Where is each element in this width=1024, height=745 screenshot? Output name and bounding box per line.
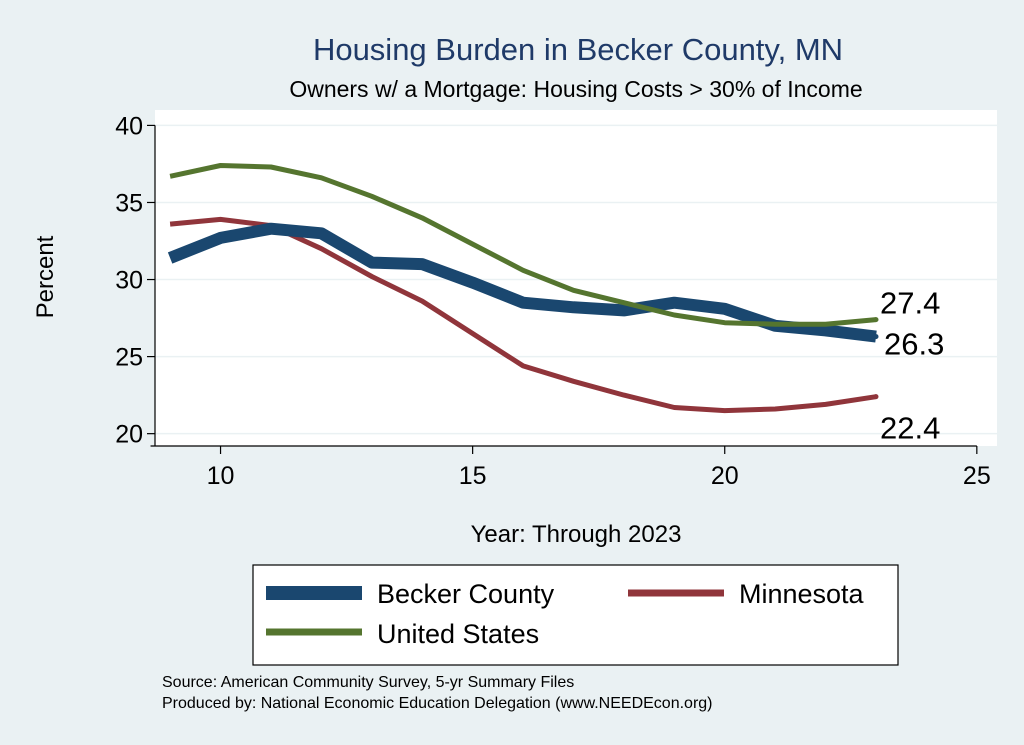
source-note: Source: American Community Survey, 5-yr … bbox=[162, 674, 574, 691]
end-point-united-states bbox=[873, 317, 879, 323]
end-point-becker-county bbox=[873, 334, 879, 340]
y-axis-title: Percent bbox=[32, 235, 59, 318]
x-tick-label-10: 10 bbox=[207, 462, 235, 490]
y-tick-label-20: 20 bbox=[115, 421, 143, 449]
x-axis-ticks: 10 15 20 25 bbox=[207, 446, 991, 490]
legend-label-minnesota: Minnesota bbox=[739, 579, 865, 609]
y-tick-label-35: 35 bbox=[115, 189, 143, 217]
end-label-becker-county: 26.3 bbox=[884, 327, 944, 362]
x-tick-label-15: 15 bbox=[459, 462, 487, 490]
x-tick-label-25: 25 bbox=[963, 462, 991, 490]
gridlines bbox=[155, 124, 997, 435]
produced-by-note: Produced by: National Economic Education… bbox=[162, 695, 713, 712]
y-tick-label-30: 30 bbox=[115, 267, 143, 295]
axes bbox=[150, 125, 977, 447]
legend-box bbox=[252, 564, 899, 666]
end-label-united-states: 27.4 bbox=[880, 286, 940, 321]
legend: Becker County Minnesota United States bbox=[252, 564, 899, 666]
x-axis-title: Year: Through 2023 bbox=[471, 521, 682, 548]
series-line-united-states bbox=[169, 163, 877, 327]
chart-subtitle: Owners w/ a Mortgage: Housing Costs > 30… bbox=[289, 76, 862, 102]
y-tick-label-25: 25 bbox=[115, 344, 143, 372]
series-lines bbox=[167, 163, 879, 414]
y-tick-label-40: 40 bbox=[115, 112, 143, 140]
series-line-becker-county bbox=[167, 222, 877, 343]
end-labels: 26.3 22.4 27.4 bbox=[880, 286, 944, 446]
plot-area bbox=[155, 110, 997, 446]
chart-title: Housing Burden in Becker County, MN bbox=[313, 32, 843, 67]
y-axis-ticks: 20 25 30 35 40 bbox=[115, 112, 155, 449]
legend-label-united-states: United States bbox=[377, 619, 539, 649]
legend-label-becker-county: Becker County bbox=[377, 579, 555, 609]
x-tick-label-20: 20 bbox=[711, 462, 739, 490]
end-point-minnesota bbox=[873, 394, 879, 400]
end-label-minnesota: 22.4 bbox=[880, 411, 940, 446]
